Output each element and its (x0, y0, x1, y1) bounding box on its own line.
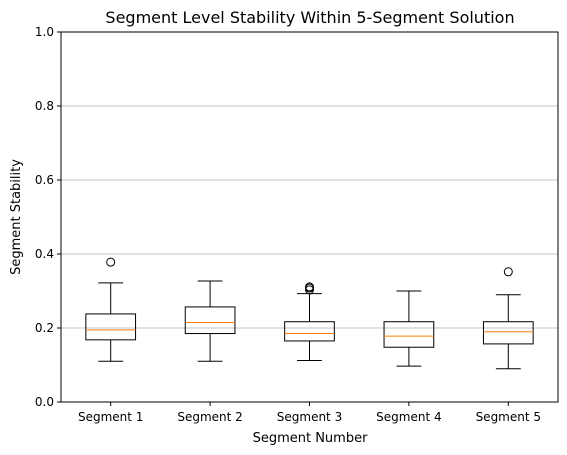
y-axis: 0.0 0.2 0.4 0.6 0.8 1.0 (35, 25, 61, 409)
box-group (284, 282, 335, 362)
x-axis: Segment 1 Segment 2 Segment 3 Segment 4 Segm… (78, 402, 541, 424)
box (482, 321, 534, 345)
box (383, 321, 435, 348)
x-tick-label: Segment 4 (376, 410, 441, 424)
x-tick-label: Segment 3 (277, 410, 342, 424)
box-group (482, 267, 534, 370)
box (184, 306, 236, 335)
outlier-point (106, 257, 116, 267)
x-tick-label: Segment 5 (476, 410, 541, 424)
y-axis-label: Segment Stability (9, 159, 24, 275)
boxes-layer (85, 257, 534, 370)
x-tick-label: Segment 1 (78, 410, 143, 424)
grid-lines (61, 105, 558, 329)
y-tick-label: 0.4 (35, 247, 54, 261)
x-axis-label: Segment Number (253, 431, 369, 446)
chart-title: Segment Level Stability Within 5-Segment… (105, 8, 514, 27)
box (284, 321, 335, 342)
box-group (184, 280, 236, 362)
y-tick-label: 0.0 (35, 395, 54, 409)
y-tick-label: 0.6 (35, 173, 54, 187)
y-tick-label: 0.2 (35, 321, 54, 335)
y-tick-label: 1.0 (35, 25, 54, 39)
outlier-point (305, 282, 314, 292)
x-tick-label: Segment 2 (177, 410, 242, 424)
y-tick-label: 0.8 (35, 99, 54, 113)
outlier-point (503, 267, 513, 277)
box (85, 313, 137, 341)
box-group (383, 290, 435, 367)
box-group (85, 257, 137, 362)
